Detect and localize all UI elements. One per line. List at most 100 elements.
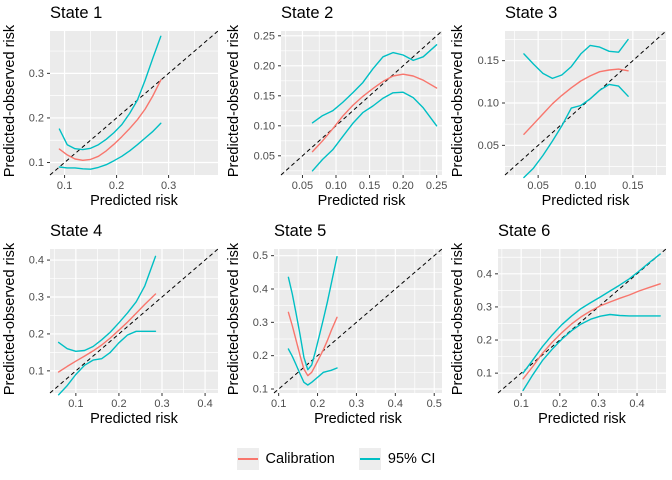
panel-title: State 5: [274, 222, 327, 240]
legend-item-95ci: 95% CI: [358, 448, 435, 470]
series-calibration: [311, 73, 438, 153]
reference-line: [49, 30, 219, 176]
series-95-ci-upper: [523, 38, 629, 80]
panel-state-6: State 6 Predicted-observed risk 0.1 0.2 0.…: [448, 218, 672, 436]
y-tick-label: 0.15: [254, 90, 275, 102]
series-95-ci-upper: [58, 35, 162, 151]
y-tick-label: 0.05: [478, 140, 499, 152]
legend-key-calibration: [236, 448, 259, 470]
y-tick-label: 0.4: [253, 284, 268, 296]
x-tick-label: 0.4: [197, 398, 212, 410]
panel-state-5: State 5 Predicted-observed risk 0.1 0.2 0.…: [224, 218, 448, 436]
x-tick-label: 0.05: [527, 180, 548, 192]
reference-line: [273, 248, 443, 394]
y-tick-label: 0.3: [253, 317, 268, 329]
plot-area: 0.1 0.2 0.3 0.1 0.2 0.3: [29, 30, 219, 192]
panel-state-2: State 2 Predicted-observed risk 0.05 0.10…: [224, 0, 448, 218]
y-tick-label: 0.20: [254, 60, 275, 72]
series-calibration: [287, 311, 338, 377]
x-tick-label: 0.1: [57, 180, 72, 192]
x-tick-label: 0.15: [359, 180, 380, 192]
x-tick-label: 0.15: [622, 180, 643, 192]
series-95-ci-lower: [523, 83, 629, 179]
x-tick-label: 0.05: [292, 180, 313, 192]
x-tick-label: 0.2: [109, 180, 124, 192]
y-tick-label: 0.2: [253, 350, 268, 362]
series-calibration: [523, 68, 629, 136]
y-tick-label: 0.4: [477, 268, 492, 280]
series-calibration: [58, 79, 162, 162]
x-tick-label: 0.10: [325, 180, 346, 192]
x-axis-title: Predicted risk: [90, 411, 178, 427]
y-tick-label: 0.3: [29, 68, 44, 80]
series-95-ci-lower: [287, 348, 338, 386]
x-tick-label: 0.2: [310, 398, 325, 410]
reference-line: [280, 30, 443, 176]
x-tick-label: 0.3: [591, 398, 606, 410]
series-95-ci-lower: [311, 91, 438, 172]
panel-title: State 4: [50, 222, 103, 240]
plot-area: 0.1 0.2 0.3 0.4 0.1 0.2 0.3 0.4: [477, 248, 667, 410]
x-axis-title: Predicted risk: [538, 411, 626, 427]
panel-title: State 2: [281, 4, 334, 22]
x-tick-label: 0.4: [629, 398, 644, 410]
x-tick-label: 0.4: [388, 398, 403, 410]
x-tick-label: 0.1: [68, 398, 83, 410]
y-tick-label: 0.10: [478, 98, 499, 110]
y-tick-label: 0.3: [477, 301, 492, 313]
y-tick-label: 0.4: [29, 255, 44, 267]
y-tick-label: 0.1: [29, 157, 44, 169]
reference-line: [49, 248, 219, 394]
series-calibration: [57, 293, 157, 373]
series-95-ci-upper: [57, 255, 157, 353]
y-tick-label: 0.2: [29, 328, 44, 340]
y-tick-label: 0.1: [253, 384, 268, 396]
series-95-ci-upper: [311, 44, 438, 124]
panel-title: State 6: [498, 222, 551, 240]
panel-title: State 3: [505, 4, 558, 22]
calibration-line-swatch: [237, 458, 258, 460]
panel-title: State 1: [50, 4, 103, 22]
x-tick-label: 0.10: [575, 180, 596, 192]
series-95-ci-lower: [522, 313, 661, 392]
x-tick-label: 0.25: [426, 180, 447, 192]
x-tick-label: 0.2: [552, 398, 567, 410]
y-tick-label: 0.5: [253, 250, 268, 262]
x-tick-label: 0.1: [271, 398, 286, 410]
plot-area: 0.1 0.2 0.3 0.4 0.1 0.2 0.3 0.4: [29, 248, 219, 410]
x-axis-title: Predicted risk: [90, 193, 178, 209]
plot-area: 0.1 0.2 0.3 0.4 0.5 0.1 0.2 0.3 0.4 0.5: [253, 248, 443, 410]
legend-label: Calibration: [265, 451, 335, 467]
x-tick-label: 0.5: [427, 398, 442, 410]
x-tick-label: 0.3: [161, 180, 176, 192]
series-95-ci-upper: [287, 255, 338, 371]
x-tick-label: 0.3: [154, 398, 169, 410]
x-tick-label: 0.1: [514, 398, 529, 410]
y-tick-label: 0.05: [254, 150, 275, 162]
x-tick-label: 0.3: [349, 398, 364, 410]
ci-line-swatch: [359, 458, 380, 460]
legend-item-calibration: Calibration: [236, 448, 335, 470]
panel-grid: State 1 Predicted-observed risk 0.1 0.2 0.…: [0, 0, 672, 436]
y-tick-label: 0.2: [29, 112, 44, 124]
series-95-ci-upper: [522, 253, 661, 374]
x-tick-label: 0.2: [111, 398, 126, 410]
plot-area: 0.05 0.10 0.15 0.20 0.25 0.05 0.10 0.15 0.20 0.25: [254, 30, 448, 192]
y-tick-label: 0.2: [477, 335, 492, 347]
series-calibration: [522, 283, 661, 380]
panel-state-4: State 4 Predicted-observed risk 0.1 0.2 0.…: [0, 218, 224, 436]
x-axis-title: Predicted risk: [317, 193, 406, 209]
plot-area: 0.05 0.10 0.15 0.05 0.10 0.15: [478, 30, 667, 192]
panel-state-1: State 1 Predicted-observed risk 0.1 0.2 0.…: [0, 0, 224, 218]
series-95-ci-lower: [58, 122, 162, 170]
x-axis-title: Predicted risk: [541, 193, 630, 209]
x-tick-label: 0.20: [392, 180, 413, 192]
y-tick-label: 0.10: [254, 120, 275, 132]
legend-key-95ci: [358, 448, 381, 470]
x-axis-title: Predicted risk: [314, 411, 402, 427]
legend: Calibration 95% CI: [0, 438, 672, 480]
y-tick-label: 0.3: [29, 292, 44, 304]
panel-state-3: State 3 Predicted-observed risk 0.05 0.10…: [448, 0, 672, 218]
y-tick-label: 0.25: [254, 30, 275, 42]
